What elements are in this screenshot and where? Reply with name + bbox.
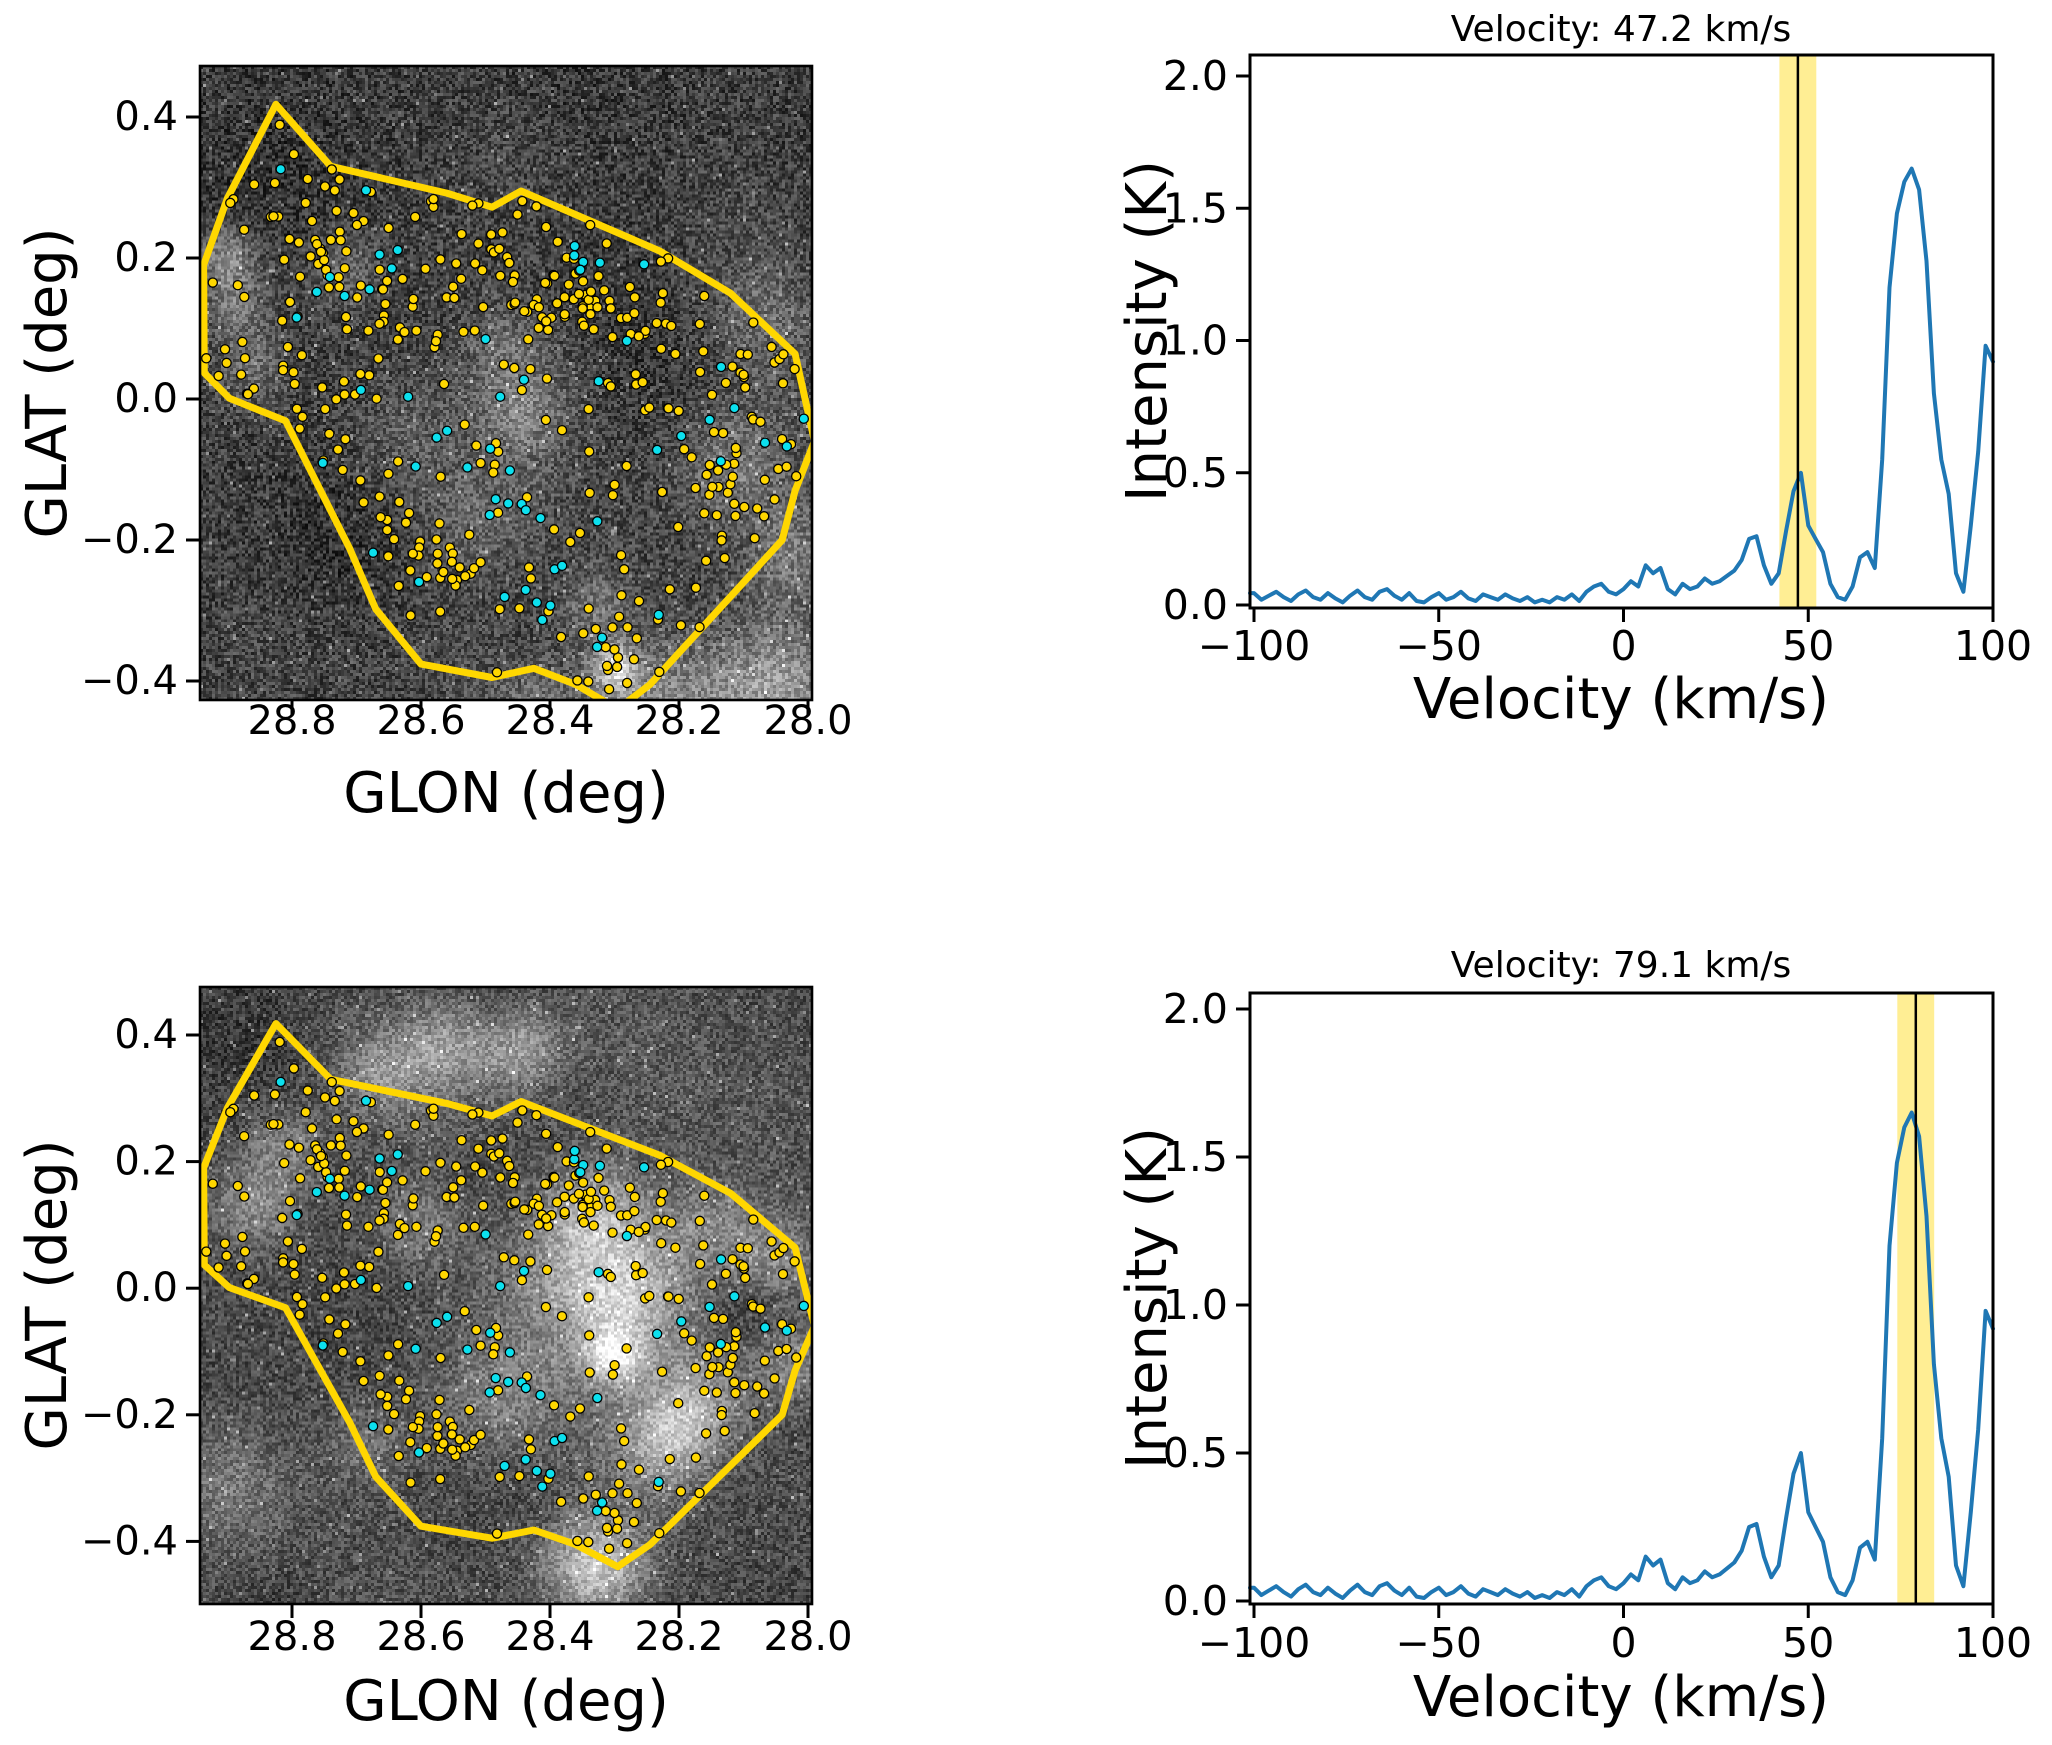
source-scatter [201, 1036, 810, 1554]
svg-text:−0.4: −0.4 [81, 658, 178, 704]
map-frame [198, 64, 814, 702]
svg-text:0.0: 0.0 [114, 1265, 178, 1311]
spectrum-79-ylabel: Intensity (K) [1115, 1127, 1180, 1469]
svg-text:100: 100 [1954, 1619, 2032, 1667]
spectrum-ticks: −100 −50 0 50 100 0.0 0.5 1.0 1.5 2.0 [1163, 985, 2032, 1667]
spectrum-frame [1248, 991, 1995, 1606]
spectrum-frame [1248, 53, 1995, 610]
spectrum-47-xlabel: Velocity (km/s) [1412, 667, 1830, 732]
spectrum-79-title: Velocity: 79.1 km/s [1450, 945, 1792, 986]
map-79-background-image [200, 987, 812, 1604]
svg-text:28.4: 28.4 [505, 1614, 594, 1660]
map-panel-79.1: 28.8 28.6 28.4 28.2 28.0 0.4 0.2 0.0 −0.2 −0.4 [81, 985, 853, 1660]
svg-text:0.2: 0.2 [114, 1139, 178, 1185]
svg-text:28.0: 28.0 [763, 1614, 852, 1660]
svg-text:1.5: 1.5 [1163, 1133, 1228, 1181]
svg-text:0.0: 0.0 [114, 376, 178, 422]
svg-text:28.6: 28.6 [376, 1614, 465, 1660]
svg-text:0.4: 0.4 [114, 94, 178, 140]
spectrum-47-ylabel: Intensity (K) [1115, 160, 1180, 502]
svg-text:28.2: 28.2 [634, 698, 723, 744]
svg-text:−0.2: −0.2 [81, 517, 178, 563]
spectrum-line [1248, 166, 1995, 605]
svg-text:0.0: 0.0 [1163, 581, 1228, 629]
map-ticks: 28.8 28.6 28.4 28.2 28.0 0.4 0.2 0.0 −0.2 −0.4 [81, 94, 853, 744]
svg-text:2.0: 2.0 [1163, 52, 1228, 100]
spectrum-panel-47.2: −100 −50 0 50 100 0.0 0.5 1.0 1.5 2.0 [1163, 52, 2032, 670]
svg-text:−50: −50 [1395, 622, 1482, 670]
svg-text:28.2: 28.2 [634, 1614, 723, 1660]
svg-text:0.2: 0.2 [114, 235, 178, 281]
map-panel-47.2: 28.8 28.6 28.4 28.2 28.0 0.4 0.2 0.0 −0.2 −0.4 [81, 64, 853, 744]
spectrum-47-title: Velocity: 47.2 km/s [1450, 9, 1792, 50]
svg-text:−50: −50 [1395, 1619, 1482, 1667]
spectrum-line [1248, 1110, 1995, 1600]
svg-text:28.0: 28.0 [763, 698, 852, 744]
svg-text:0: 0 [1610, 622, 1636, 670]
svg-text:50: 50 [1782, 622, 1834, 670]
svg-text:2.0: 2.0 [1163, 985, 1228, 1033]
svg-text:0.5: 0.5 [1163, 1429, 1228, 1477]
svg-text:100: 100 [1954, 622, 2032, 670]
svg-text:0.4: 0.4 [114, 1012, 178, 1058]
svg-text:−0.2: −0.2 [81, 1392, 178, 1438]
svg-text:28.8: 28.8 [247, 1614, 336, 1660]
svg-text:0.0: 0.0 [1163, 1577, 1228, 1625]
map-ticks: 28.8 28.6 28.4 28.2 28.0 0.4 0.2 0.0 −0.2 −0.4 [81, 1012, 853, 1660]
map-frame [198, 985, 814, 1606]
svg-text:1.5: 1.5 [1163, 184, 1228, 232]
svg-text:0: 0 [1610, 1619, 1636, 1667]
svg-text:28.6: 28.6 [376, 698, 465, 744]
svg-text:−100: −100 [1198, 1619, 1311, 1667]
source-scatter [201, 119, 810, 695]
svg-text:0.5: 0.5 [1163, 449, 1228, 497]
spectrum-ticks: −100 −50 0 50 100 0.0 0.5 1.0 1.5 2.0 [1163, 52, 2032, 670]
spectrum-panel-79.1: −100 −50 0 50 100 0.0 0.5 1.0 1.5 2.0 [1163, 985, 2032, 1667]
map-79-ylabel: GLAT (deg) [15, 1139, 80, 1451]
svg-text:28.4: 28.4 [505, 698, 594, 744]
svg-text:−0.4: −0.4 [81, 1518, 178, 1564]
map-47-ylabel: GLAT (deg) [15, 227, 80, 539]
region-polygon [200, 100, 812, 700]
map-79-xlabel: GLON (deg) [343, 1669, 669, 1734]
svg-text:−100: −100 [1198, 622, 1311, 670]
spectrum-79-xlabel: Velocity (km/s) [1412, 1665, 1830, 1730]
svg-text:50: 50 [1782, 1619, 1834, 1667]
svg-text:28.8: 28.8 [247, 698, 336, 744]
svg-text:1.0: 1.0 [1163, 1281, 1228, 1329]
svg-text:1.0: 1.0 [1163, 317, 1228, 365]
region-polygon [200, 1020, 812, 1571]
map-47-xlabel: GLON (deg) [343, 761, 669, 826]
